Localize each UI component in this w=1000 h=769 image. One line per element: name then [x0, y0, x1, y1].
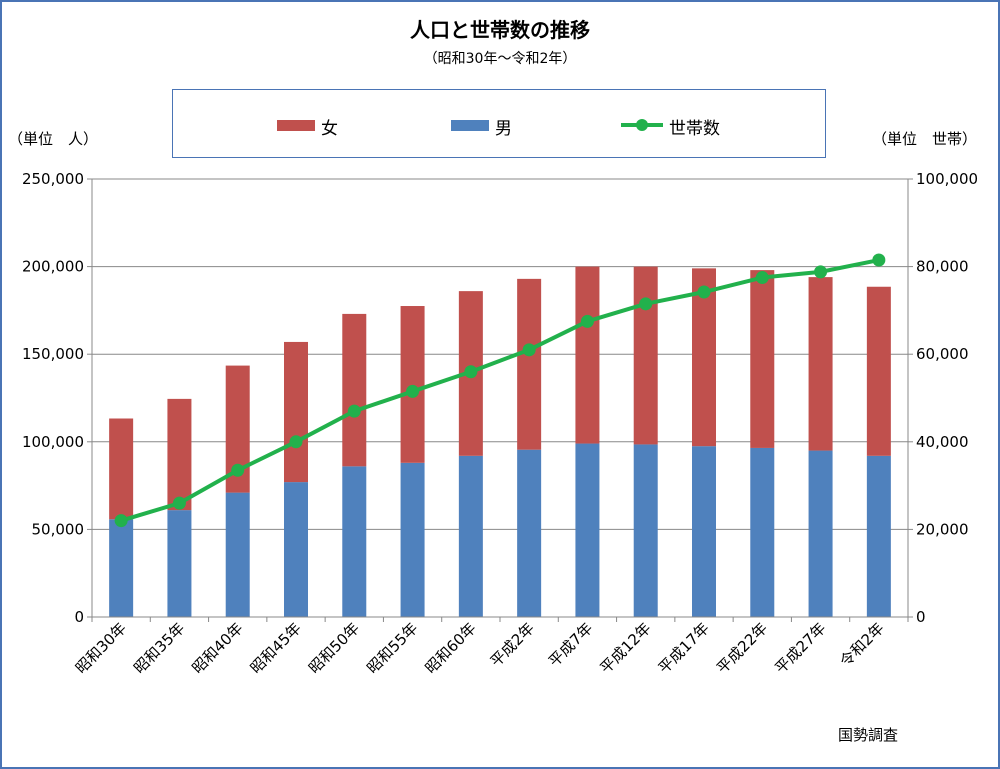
category-label: 昭和40年	[188, 619, 246, 677]
category-label: 昭和60年	[422, 619, 480, 677]
category-label: 昭和50年	[305, 619, 363, 677]
households-point	[347, 404, 361, 418]
category-label: 昭和30年	[72, 619, 130, 677]
households-point	[872, 253, 886, 267]
right-axis-unit: （単位 世帯）	[872, 130, 978, 148]
chart-title: 人口と世帯数の推移	[410, 18, 590, 42]
bar-female	[575, 266, 600, 444]
category-label: 平成2年	[487, 619, 538, 670]
left-axis-tick-label: 0	[74, 608, 84, 626]
category-label: 平成17年	[655, 619, 713, 677]
households-point	[697, 285, 711, 299]
bar-male	[866, 455, 891, 617]
bar-male	[692, 446, 716, 617]
category-label: 平成12年	[596, 619, 654, 677]
legend-item-households: 世帯数	[619, 114, 819, 139]
category-label: 平成27年	[771, 619, 829, 677]
category-label: 平成7年	[545, 619, 596, 670]
legend-swatch-households	[621, 119, 663, 131]
bar-female	[866, 286, 891, 456]
right-axis-tick-label: 60,000	[916, 345, 969, 363]
right-axis-tick-label: 0	[916, 608, 926, 626]
households-line	[120, 258, 880, 523]
right-axis-tick-label: 40,000	[916, 433, 969, 451]
bar-female	[750, 270, 775, 448]
households-point	[464, 365, 478, 379]
left-axis-tick-label: 100,000	[22, 433, 84, 451]
bar-female	[342, 313, 367, 467]
left-axis-tick-label: 50,000	[32, 520, 85, 538]
legend-label-households: 世帯数	[669, 119, 720, 139]
legend-label-male: 男	[495, 119, 512, 139]
category-label: 昭和45年	[247, 619, 305, 677]
legend-swatch-male	[451, 120, 489, 131]
right-axis-tick-label: 20,000	[916, 520, 969, 538]
bar-male	[808, 450, 833, 617]
left-axis-tick-label: 150,000	[22, 345, 84, 363]
bar-male	[284, 482, 308, 617]
category-label: 平成22年	[713, 619, 771, 677]
bar-male	[575, 443, 600, 617]
bar-male	[167, 510, 192, 617]
bar-male	[342, 466, 367, 617]
households-point	[755, 271, 769, 285]
legend: 女 男 世帯数	[172, 89, 826, 158]
legend-label-female: 女	[321, 119, 338, 139]
bar-male	[225, 492, 250, 617]
bar-female	[808, 277, 833, 451]
households-point	[522, 343, 536, 357]
bar-male	[517, 449, 542, 617]
bar-female	[167, 398, 192, 511]
left-axis-tick-label: 250,000	[22, 170, 84, 188]
bar-female	[284, 341, 308, 483]
bar-female	[400, 306, 425, 463]
left-axis-tick-label: 200,000	[22, 258, 84, 276]
bar-male	[750, 447, 775, 617]
households-point	[580, 314, 594, 328]
households-point	[289, 435, 303, 449]
category-label: 令和2年	[836, 619, 887, 670]
category-label: 昭和35年	[130, 619, 188, 677]
chart-subtitle: （昭和30年～令和2年）	[423, 51, 577, 67]
category-label: 昭和55年	[363, 619, 421, 677]
households-point	[639, 297, 653, 311]
households-point	[114, 514, 128, 528]
bar-female	[517, 278, 542, 450]
bar-male	[458, 455, 483, 617]
bar-female	[633, 266, 658, 445]
bar-female	[109, 418, 134, 520]
right-axis-tick-label: 100,000	[916, 170, 978, 188]
households-point	[172, 496, 186, 510]
bar-male	[400, 462, 425, 617]
households-point	[406, 384, 420, 398]
households-point	[231, 463, 245, 477]
legend-swatch-female	[277, 120, 315, 131]
bar-male	[109, 519, 134, 617]
right-axis-tick-label: 80,000	[916, 258, 969, 276]
households-point	[814, 265, 828, 279]
left-axis-unit: （単位 人）	[8, 130, 99, 148]
bar-male	[633, 444, 658, 617]
source-note: 国勢調査	[838, 726, 899, 744]
